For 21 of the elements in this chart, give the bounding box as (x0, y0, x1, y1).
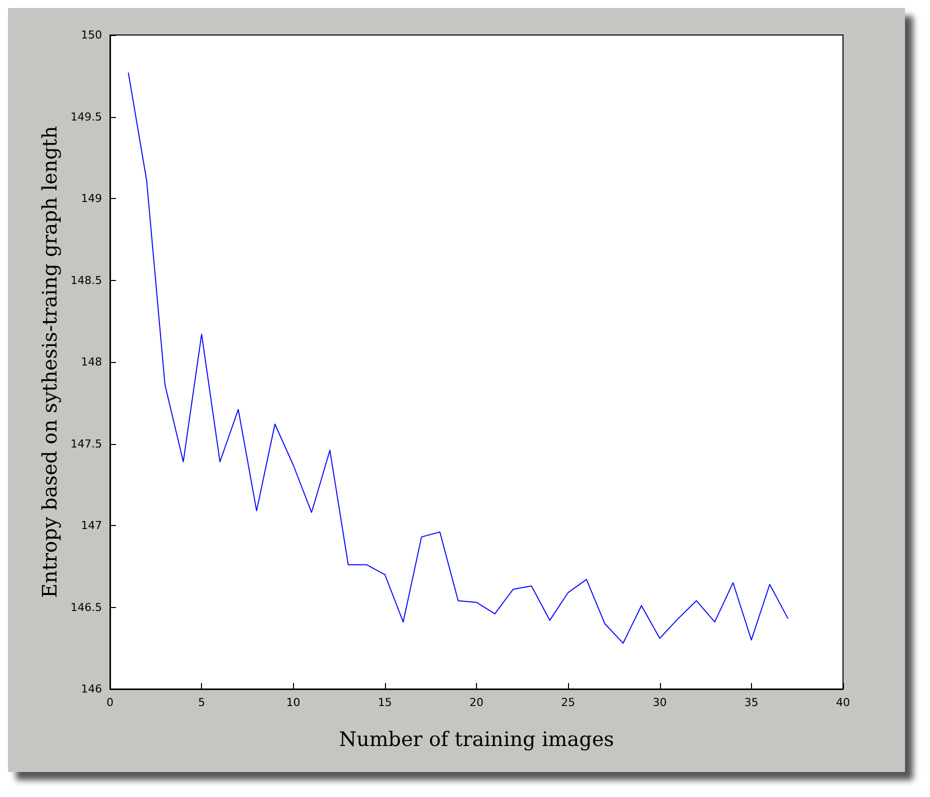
y-tick-label: 148.5 (70, 274, 102, 287)
y-axis-title: Entropy based on sythesis-traing graph length (38, 126, 62, 598)
x-tick-label: 15 (378, 696, 392, 709)
x-tick-label: 40 (836, 696, 850, 709)
x-tick-label: 0 (106, 696, 114, 709)
x-tick-label: 25 (561, 696, 576, 709)
x-tick-label: 5 (198, 696, 206, 709)
x-tick-label: 30 (652, 696, 667, 709)
x-axis-title: Number of training images (338, 727, 614, 751)
y-tick-label: 147 (81, 519, 102, 532)
x-tick-label: 10 (286, 696, 300, 709)
x-tick-label: 35 (744, 696, 758, 709)
y-tick-label: 148 (81, 356, 102, 368)
line-series (128, 72, 789, 644)
y-tick-label: 146.5 (70, 600, 102, 614)
x-tick-label: 20 (470, 696, 484, 709)
y-tick-label: 146 (81, 682, 102, 696)
y-tick-label: 149 (81, 192, 102, 205)
y-tick-label: 149.5 (70, 110, 102, 124)
y-tick-label: 147.5 (70, 437, 102, 450)
y-tick-label: 150 (81, 28, 102, 42)
